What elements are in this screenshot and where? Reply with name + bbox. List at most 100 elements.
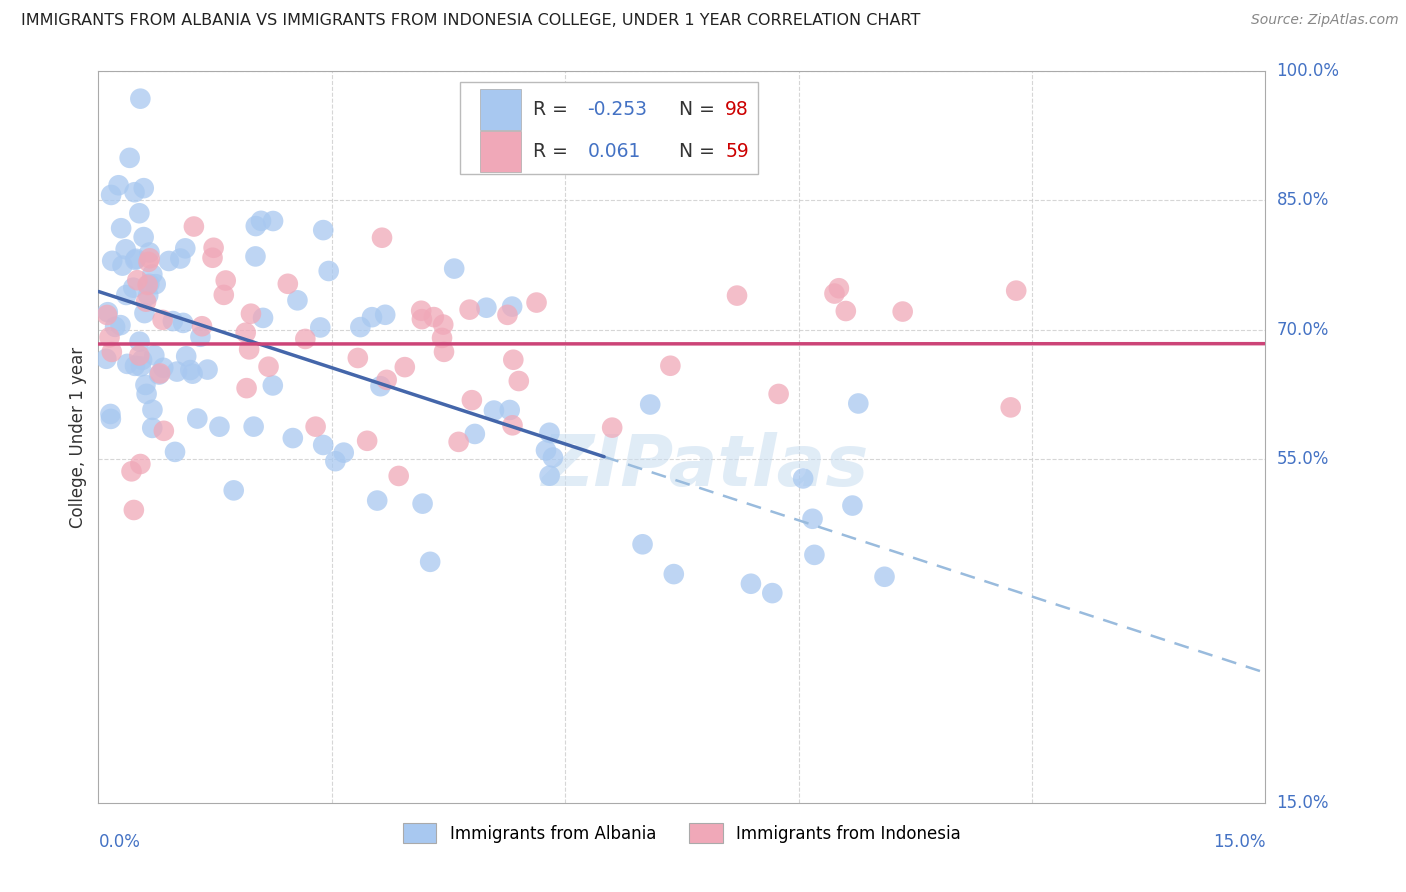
Text: 15.0%: 15.0% (1213, 833, 1265, 851)
Text: N =: N = (666, 100, 721, 119)
Point (97, 305, 120, 319)
Point (423, 310, 446, 324)
Point (432, 318, 454, 332)
Point (304, 419, 326, 434)
Point (135, 294, 157, 309)
Point (143, 348, 166, 362)
Point (430, 331, 453, 345)
Point (725, 288, 748, 302)
Point (502, 418, 524, 433)
Point (152, 360, 174, 375)
Point (125, 252, 148, 266)
Point (96, 308, 118, 322)
Point (250, 214, 273, 228)
Point (257, 359, 280, 374)
Point (115, 288, 138, 302)
Point (447, 434, 470, 449)
Point (235, 381, 257, 395)
Point (141, 402, 163, 417)
Point (346, 351, 368, 365)
Point (534, 443, 557, 458)
Point (411, 303, 433, 318)
Point (412, 497, 434, 511)
Point (132, 181, 155, 195)
Point (117, 357, 139, 371)
Point (281, 431, 304, 445)
Point (824, 286, 846, 301)
FancyBboxPatch shape (479, 89, 520, 129)
Point (183, 219, 205, 234)
Point (197, 362, 219, 376)
Text: 15.0%: 15.0% (1277, 794, 1329, 812)
Point (148, 368, 170, 382)
Point (111, 259, 134, 273)
FancyBboxPatch shape (460, 82, 758, 174)
Point (212, 288, 235, 302)
Point (141, 421, 163, 435)
Point (835, 304, 858, 318)
Text: 55.0%: 55.0% (1277, 450, 1329, 467)
Point (138, 277, 160, 291)
Point (475, 301, 498, 315)
Point (122, 503, 145, 517)
Point (107, 178, 129, 193)
Point (186, 411, 208, 425)
Point (122, 281, 145, 295)
Point (502, 352, 524, 367)
Point (118, 151, 141, 165)
Point (1000, 401, 1022, 415)
Point (100, 412, 122, 426)
Point (110, 221, 132, 235)
Point (139, 252, 162, 266)
Point (332, 445, 354, 459)
Point (803, 548, 825, 562)
Point (433, 344, 456, 359)
Point (96, 351, 118, 366)
Point (163, 445, 186, 459)
Text: IMMIGRANTS FROM ALBANIA VS IMMIGRANTS FROM INDONESIA COLLEGE, UNDER 1 YEAR CORRE: IMMIGRANTS FROM ALBANIA VS IMMIGRANTS FR… (21, 13, 921, 29)
Point (215, 273, 238, 287)
Point (891, 304, 914, 318)
Point (508, 374, 530, 388)
Point (841, 499, 863, 513)
Point (768, 387, 790, 401)
Point (394, 360, 416, 375)
Text: 85.0%: 85.0% (1277, 192, 1329, 210)
Point (157, 254, 180, 268)
Point (294, 332, 316, 346)
Point (482, 403, 505, 417)
Point (318, 264, 340, 278)
Point (129, 92, 152, 106)
Point (1005, 284, 1028, 298)
Point (129, 457, 152, 471)
Point (132, 230, 155, 244)
Point (100, 188, 122, 202)
FancyBboxPatch shape (479, 131, 520, 172)
Point (245, 219, 267, 233)
Point (370, 379, 392, 393)
Point (631, 537, 654, 551)
Point (138, 255, 160, 269)
Point (141, 268, 163, 282)
Point (371, 231, 394, 245)
Point (100, 407, 122, 421)
Text: R =: R = (533, 142, 574, 161)
Point (129, 359, 152, 374)
Point (312, 438, 335, 452)
Point (792, 471, 814, 485)
Point (873, 570, 896, 584)
Point (458, 302, 481, 317)
Point (659, 359, 682, 373)
Point (121, 464, 143, 478)
Point (464, 426, 486, 441)
Point (136, 277, 159, 292)
Point (172, 316, 194, 330)
Point (277, 277, 299, 291)
Point (761, 586, 783, 600)
Point (846, 396, 869, 410)
Point (262, 214, 284, 228)
Point (104, 319, 127, 334)
Point (541, 450, 564, 465)
Point (101, 345, 124, 359)
Text: N =: N = (666, 142, 721, 161)
